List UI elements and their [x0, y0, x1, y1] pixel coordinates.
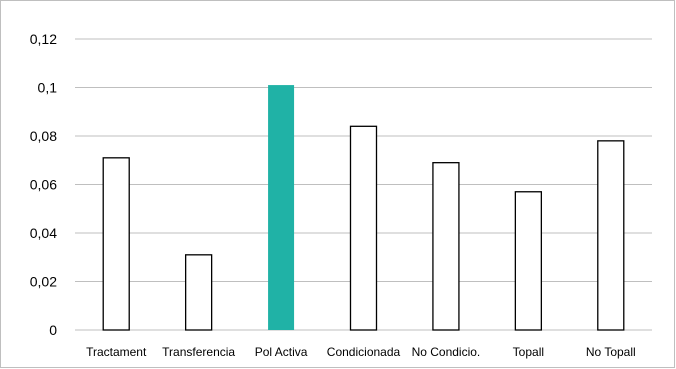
y-tick-label: 0,04 — [30, 225, 57, 241]
bar-no-topall — [597, 140, 625, 331]
x-tick-label: Condicionada — [327, 345, 401, 359]
bar-condicionada — [349, 125, 378, 331]
bar-transferencia — [184, 254, 213, 331]
y-tick-label: 0,02 — [30, 274, 57, 290]
x-tick-label: Topall — [513, 345, 544, 359]
bar-tractament — [102, 157, 130, 331]
y-tick-label: 0,1 — [38, 80, 58, 96]
bars — [102, 85, 625, 331]
y-tick-label: 0,06 — [30, 177, 57, 193]
x-tick-label: Transferencia — [162, 345, 235, 359]
x-tick-label: Tractament — [86, 345, 147, 359]
y-tick-label: 0 — [49, 322, 57, 338]
y-tick-label: 0,08 — [30, 128, 57, 144]
x-tick-label: No Condicio. — [412, 345, 481, 359]
x-tick-label: No Topall — [586, 345, 636, 359]
bar-pol-activa — [268, 85, 295, 330]
x-axis-labels: Tractament Transferencia Pol Activa Condici… — [86, 345, 636, 359]
bar-no-condicio — [432, 162, 460, 331]
y-axis-ticks: 0 0,02 0,04 0,06 0,08 0,1 0,12 — [30, 31, 57, 338]
y-tick-label: 0,12 — [30, 31, 57, 47]
bar-topall — [514, 191, 543, 331]
x-tick-label: Pol Activa — [255, 345, 308, 359]
